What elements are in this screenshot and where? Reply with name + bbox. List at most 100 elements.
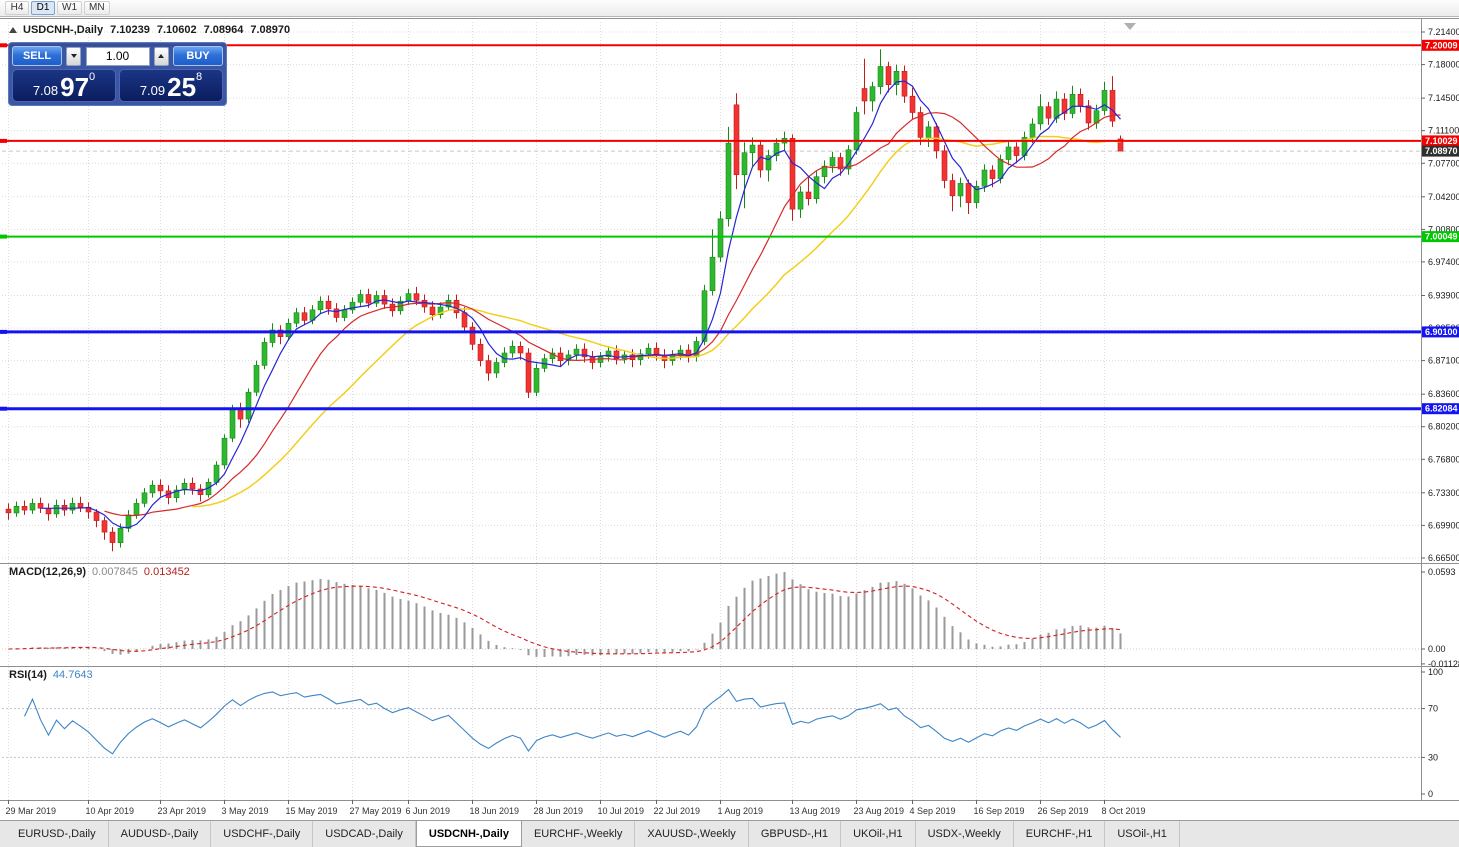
ma-24-line bbox=[192, 135, 1121, 508]
hline-edge-marker bbox=[0, 138, 7, 143]
tab-usoil-h1[interactable]: USOil-,H1 bbox=[1105, 821, 1180, 847]
timeframe-toolbar: H4 D1 W1 MN bbox=[0, 0, 1459, 17]
arrow-up-icon bbox=[158, 54, 165, 58]
tab-eurchf-weekly[interactable]: EURCHF-,Weekly bbox=[521, 821, 636, 847]
svg-text:18 Jun 2019: 18 Jun 2019 bbox=[470, 806, 520, 816]
svg-text:7.00049: 7.00049 bbox=[1425, 232, 1458, 242]
tab-usdchf-daily[interactable]: USDCHF-,Daily bbox=[211, 821, 314, 847]
timeframe-h4-button[interactable]: H4 bbox=[5, 1, 29, 15]
tab-usdx-weekly[interactable]: USDX-,Weekly bbox=[915, 821, 1014, 847]
volume-increase-button[interactable] bbox=[153, 46, 169, 66]
svg-text:22 Jul 2019: 22 Jul 2019 bbox=[654, 806, 701, 816]
ohlc-open: 7.10239 bbox=[110, 24, 150, 36]
chart-canvas[interactable]: 7.21400 7.18000 7.14500 7.11100 7.07700 7.042… bbox=[0, 18, 1459, 820]
svg-text:7.18000: 7.18000 bbox=[1428, 60, 1459, 70]
svg-text:7.20009: 7.20009 bbox=[1425, 40, 1458, 50]
macd-indicator-header: MACD(12,26,9) 0.007845 0.013452 bbox=[9, 566, 190, 578]
svg-text:0: 0 bbox=[1428, 789, 1433, 799]
rsi-value: 44.7643 bbox=[52, 669, 93, 681]
svg-text:15 May 2019: 15 May 2019 bbox=[286, 806, 338, 816]
timeframe-mn-button[interactable]: MN bbox=[84, 1, 110, 15]
buy-price-point: 8 bbox=[196, 71, 203, 83]
svg-text:13 Aug 2019: 13 Aug 2019 bbox=[790, 806, 841, 816]
price-direction-icon bbox=[9, 27, 17, 33]
macd-scale: 0.0593 0.00 -0.01128 bbox=[1421, 567, 1459, 669]
chart-shift-marker[interactable] bbox=[1124, 23, 1136, 30]
timeframe-w1-button[interactable]: W1 bbox=[57, 1, 82, 15]
svg-text:26 Sep 2019: 26 Sep 2019 bbox=[1038, 806, 1089, 816]
svg-text:3 May 2019: 3 May 2019 bbox=[222, 806, 269, 816]
svg-text:29 Mar 2019: 29 Mar 2019 bbox=[6, 806, 57, 816]
tab-usdcnh-daily[interactable]: USDCNH-,Daily bbox=[415, 821, 522, 847]
timeframe-d1-button[interactable]: D1 bbox=[31, 1, 55, 15]
svg-text:8 Oct 2019: 8 Oct 2019 bbox=[1102, 806, 1146, 816]
buy-button[interactable]: BUY bbox=[173, 46, 223, 66]
svg-text:6.66500: 6.66500 bbox=[1428, 553, 1459, 563]
ma-13-line bbox=[104, 112, 1121, 517]
svg-text:16 Sep 2019: 16 Sep 2019 bbox=[974, 806, 1025, 816]
rsi-scale: 100 70 30 0 bbox=[1421, 667, 1443, 799]
buy-price-base: 7.09 bbox=[139, 82, 166, 98]
price-badges: 7.20009 7.10029 7.00049 6.90100 6.82084 7.089… bbox=[1422, 39, 1459, 415]
tab-usdcad-daily[interactable]: USDCAD-,Daily bbox=[313, 821, 416, 847]
svg-text:6.82084: 6.82084 bbox=[1425, 404, 1458, 414]
sell-button[interactable]: SELL bbox=[12, 46, 62, 66]
svg-text:0.00: 0.00 bbox=[1428, 644, 1446, 654]
hline-edge-marker bbox=[0, 329, 7, 334]
chart-ohlc-title: USDCNH-,Daily 7.10239 7.10602 7.08964 7.… bbox=[9, 24, 290, 36]
svg-text:7.21400: 7.21400 bbox=[1428, 27, 1459, 37]
chart-symbol-label: USDCNH-,Daily bbox=[23, 24, 104, 36]
svg-text:27 May 2019: 27 May 2019 bbox=[350, 806, 402, 816]
price-axis[interactable]: 7.21400 7.18000 7.14500 7.11100 7.07700 7.042… bbox=[1421, 27, 1459, 563]
svg-text:0.0593: 0.0593 bbox=[1428, 567, 1456, 577]
macd-histogram-value: 0.007845 bbox=[92, 566, 138, 578]
sell-price-display[interactable]: 7.08 97 0 bbox=[12, 69, 116, 102]
svg-text:6.83600: 6.83600 bbox=[1428, 389, 1459, 399]
svg-text:100: 100 bbox=[1428, 667, 1443, 677]
svg-text:6.69900: 6.69900 bbox=[1428, 520, 1459, 530]
svg-text:1 Aug 2019: 1 Aug 2019 bbox=[718, 806, 764, 816]
one-click-trading-panel: SELL BUY 7.08 97 0 7.09 25 8 bbox=[8, 42, 227, 106]
rsi-line bbox=[24, 688, 1121, 755]
tab-eurusd-daily[interactable]: EURUSD-,Daily bbox=[6, 821, 109, 847]
svg-text:7.10029: 7.10029 bbox=[1425, 136, 1458, 146]
svg-text:6.97400: 6.97400 bbox=[1428, 257, 1459, 267]
svg-text:7.00800: 7.00800 bbox=[1428, 224, 1459, 234]
hline-edge-marker bbox=[0, 234, 7, 239]
rsi-level-lines bbox=[2, 708, 1421, 758]
tab-eurchf-h1[interactable]: EURCHF-,H1 bbox=[1013, 821, 1106, 847]
svg-text:6.73300: 6.73300 bbox=[1428, 488, 1459, 498]
svg-text:10 Apr 2019: 10 Apr 2019 bbox=[86, 806, 135, 816]
svg-text:7.14500: 7.14500 bbox=[1428, 93, 1459, 103]
macd-signal-line bbox=[8, 585, 1121, 655]
svg-text:30: 30 bbox=[1428, 752, 1438, 762]
svg-text:28 Jun 2019: 28 Jun 2019 bbox=[534, 806, 584, 816]
svg-text:4 Sep 2019: 4 Sep 2019 bbox=[910, 806, 956, 816]
tab-ukoil-h1[interactable]: UKOil-,H1 bbox=[841, 821, 916, 847]
svg-text:6 Jun 2019: 6 Jun 2019 bbox=[406, 806, 451, 816]
time-axis[interactable]: 29 Mar 2019 10 Apr 2019 23 Apr 2019 3 May 2… bbox=[6, 800, 1146, 816]
buy-price-display[interactable]: 7.09 25 8 bbox=[119, 69, 223, 102]
svg-text:7.07700: 7.07700 bbox=[1428, 158, 1459, 168]
rsi-name-label: RSI(14) bbox=[9, 669, 47, 681]
ohlc-low: 7.08964 bbox=[203, 24, 244, 36]
svg-text:6.87100: 6.87100 bbox=[1428, 356, 1459, 366]
svg-text:10 Jul 2019: 10 Jul 2019 bbox=[598, 806, 645, 816]
tab-audusd-daily[interactable]: AUDUSD-,Daily bbox=[108, 821, 212, 847]
ohlc-close: 7.08970 bbox=[250, 24, 291, 36]
hline-edge-marker bbox=[0, 406, 7, 411]
ohlc-high: 7.10602 bbox=[156, 24, 197, 36]
hline-edge-marker bbox=[0, 43, 7, 48]
price-grid bbox=[2, 31, 1421, 559]
volume-decrease-button[interactable] bbox=[66, 46, 82, 66]
tab-xauusd-weekly[interactable]: XAUUSD-,Weekly bbox=[635, 821, 749, 847]
buy-price-pips: 25 bbox=[167, 71, 197, 102]
arrow-down-icon bbox=[70, 54, 77, 58]
svg-text:6.90100: 6.90100 bbox=[1425, 327, 1458, 337]
sell-price-pips: 97 bbox=[60, 71, 90, 102]
svg-text:6.93900: 6.93900 bbox=[1428, 291, 1459, 301]
rsi-indicator-header: RSI(14) 44.7643 bbox=[9, 669, 93, 681]
svg-text:6.80200: 6.80200 bbox=[1428, 422, 1459, 432]
tab-gbpusd-h1[interactable]: GBPUSD-,H1 bbox=[748, 821, 842, 847]
volume-input[interactable] bbox=[85, 46, 150, 66]
